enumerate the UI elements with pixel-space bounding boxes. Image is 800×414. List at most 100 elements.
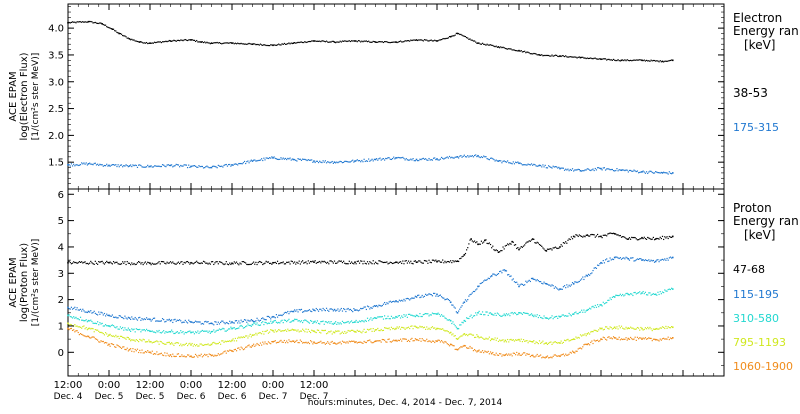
data-point [272, 321, 274, 323]
data-point [453, 35, 455, 37]
data-point [519, 247, 521, 249]
data-point [325, 40, 328, 42]
data-point [384, 315, 386, 317]
data-point [320, 41, 322, 43]
data-point [145, 263, 148, 265]
data-point [95, 322, 98, 325]
data-point [267, 261, 270, 263]
data-point [477, 243, 479, 246]
data-point [141, 340, 143, 342]
data-point [136, 40, 139, 43]
data-point [159, 263, 161, 265]
data-point [634, 291, 636, 294]
data-point [604, 259, 607, 261]
data-point [591, 340, 593, 342]
data-point [290, 42, 292, 44]
data-point [541, 317, 543, 319]
data-point [610, 232, 612, 235]
data-point [509, 275, 511, 278]
data-point [460, 335, 462, 337]
data-point [292, 340, 295, 343]
data-point [414, 295, 416, 297]
data-point [355, 331, 357, 333]
data-point [152, 353, 155, 355]
data-point [495, 274, 497, 277]
data-point [99, 341, 101, 343]
data-point [463, 344, 466, 347]
data-point [379, 157, 381, 159]
data-point [521, 313, 524, 315]
data-point [360, 341, 362, 343]
y-axis-units: [1/(cm²s ster MeV)] [31, 53, 41, 140]
data-point [120, 263, 123, 265]
data-point [314, 320, 316, 322]
data-point [393, 262, 395, 264]
data-point [139, 328, 141, 331]
data-point [270, 343, 272, 345]
data-point [602, 329, 604, 331]
data-point [469, 294, 471, 296]
data-point [496, 249, 498, 252]
data-point [235, 328, 238, 330]
data-point [251, 160, 254, 162]
data-point [566, 284, 568, 286]
data-point [134, 40, 136, 42]
data-point [553, 247, 555, 249]
data-point [337, 41, 339, 43]
data-point [136, 339, 139, 342]
data-point [561, 353, 563, 356]
data-point [172, 353, 174, 355]
data-point [405, 260, 407, 262]
data-point [196, 260, 198, 262]
data-point [279, 329, 281, 331]
data-point [110, 324, 112, 327]
data-point [255, 320, 257, 322]
data-point [150, 352, 152, 354]
data-point [477, 335, 479, 338]
data-point [196, 355, 198, 357]
data-point [522, 311, 525, 314]
data-point [256, 342, 258, 345]
data-point [555, 166, 558, 168]
data-point [294, 159, 296, 161]
data-point [140, 164, 142, 167]
data-point [275, 331, 278, 333]
data-point [385, 341, 387, 343]
data-point [386, 261, 388, 263]
data-point [298, 320, 300, 322]
data-point [207, 343, 209, 345]
data-point [103, 164, 106, 167]
data-point [155, 41, 157, 44]
data-point [536, 341, 538, 344]
data-point [131, 328, 133, 330]
data-point [475, 154, 477, 156]
data-point [626, 169, 628, 171]
data-point [557, 247, 559, 250]
data-point [513, 281, 516, 283]
data-point [502, 314, 504, 317]
data-point [67, 322, 69, 325]
data-point [381, 158, 383, 160]
data-point [94, 338, 96, 340]
data-point [601, 262, 603, 264]
data-point [294, 309, 296, 311]
data-point [182, 321, 184, 323]
data-point [649, 292, 651, 294]
data-point [143, 329, 145, 331]
data-point [520, 354, 522, 356]
data-point [224, 263, 226, 265]
data-point [560, 315, 562, 317]
data-point [380, 41, 382, 43]
data-point [435, 295, 437, 297]
data-point [156, 263, 158, 265]
data-point [261, 317, 263, 320]
data-point [395, 327, 397, 330]
data-point [659, 60, 661, 62]
data-point [480, 351, 483, 353]
data-point [168, 164, 170, 167]
data-point [221, 340, 223, 342]
data-point [141, 317, 143, 320]
data-point [384, 339, 386, 341]
data-point [171, 342, 173, 344]
